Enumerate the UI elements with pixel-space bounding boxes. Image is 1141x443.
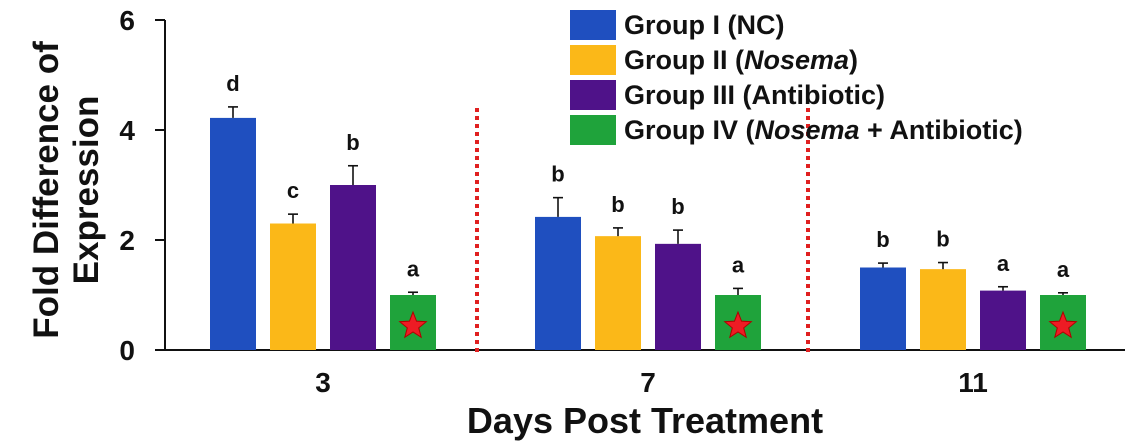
y-axis-title-line2: Expression — [67, 96, 106, 285]
y-tick-label: 0 — [119, 335, 135, 366]
significance-label: b — [936, 227, 949, 252]
bar — [535, 216, 581, 350]
significance-label: d — [226, 71, 239, 96]
star-icon — [723, 310, 753, 339]
x-tick-label: 7 — [640, 367, 656, 398]
significance-label: c — [287, 178, 299, 203]
significance-label: a — [732, 252, 745, 277]
star-icon — [1048, 310, 1078, 339]
significance-label: a — [997, 251, 1010, 276]
x-tick-label: 3 — [315, 367, 331, 398]
significance-label: a — [407, 256, 420, 281]
y-tick-label: 4 — [119, 115, 135, 146]
legend-swatch — [570, 80, 616, 110]
significance-label: b — [671, 194, 684, 219]
legend-swatch — [570, 10, 616, 40]
legend-label: Group IV (Nosema + Antibiotic) — [624, 115, 1023, 145]
x-tick-label: 11 — [958, 367, 988, 398]
bar — [270, 223, 316, 350]
y-tick-label: 6 — [119, 5, 135, 36]
significance-label: b — [876, 227, 889, 252]
bar — [210, 117, 256, 351]
bar — [920, 269, 966, 350]
plot-area: 0 2 4 6 Fold Difference of Expression d b b c b b b b… — [27, 5, 1125, 441]
bar — [860, 267, 906, 350]
legend-label: Group I (NC) — [624, 10, 784, 40]
significance-label: a — [1057, 257, 1070, 282]
bar — [330, 185, 376, 350]
x-axis-title: Days Post Treatment — [467, 400, 823, 441]
significance-label: b — [551, 162, 564, 187]
significance-label: b — [346, 130, 359, 155]
bar — [595, 236, 641, 350]
legend-label: Group II (Nosema) — [624, 45, 858, 75]
legend-label: Group III (Antibiotic) — [624, 80, 885, 110]
legend-swatch — [570, 115, 616, 145]
significance-label: b — [611, 192, 624, 217]
y-tick-label: 2 — [119, 225, 135, 256]
y-axis-title-line1: Fold Difference of — [27, 41, 66, 339]
star-icon — [398, 310, 428, 339]
legend-swatch — [570, 45, 616, 75]
bar — [980, 290, 1026, 350]
bar — [655, 243, 701, 350]
